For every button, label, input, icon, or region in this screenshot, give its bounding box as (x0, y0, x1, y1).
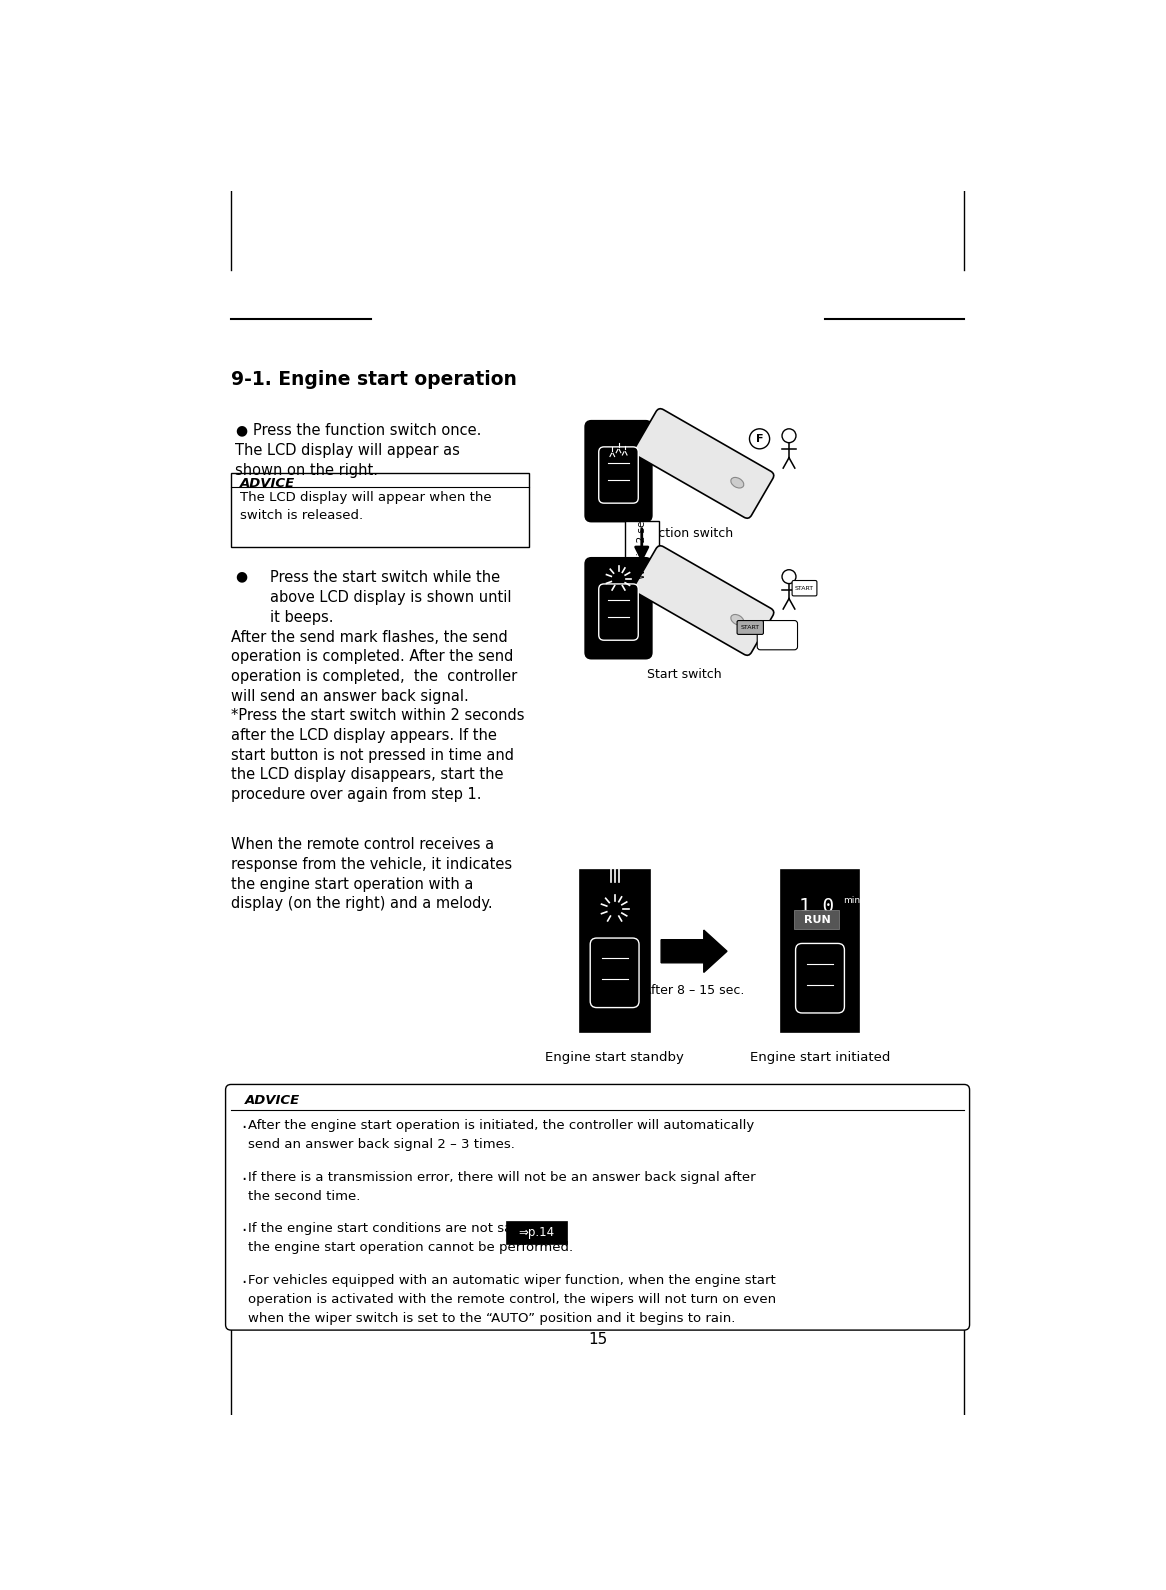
Text: 15: 15 (588, 1332, 607, 1347)
FancyBboxPatch shape (633, 409, 774, 518)
FancyBboxPatch shape (506, 1221, 568, 1243)
FancyBboxPatch shape (794, 911, 838, 929)
Text: ·: · (241, 1223, 246, 1240)
Text: switch is released.: switch is released. (240, 509, 364, 522)
Text: 1 0: 1 0 (799, 897, 835, 916)
Text: start button is not pressed in time and: start button is not pressed in time and (231, 747, 514, 763)
Text: When the remote control receives a: When the remote control receives a (231, 838, 494, 852)
FancyBboxPatch shape (795, 943, 844, 1013)
Text: it beeps.: it beeps. (269, 609, 333, 625)
FancyBboxPatch shape (231, 474, 529, 547)
Text: when the wiper switch is set to the “AUTO” position and it begins to rain.: when the wiper switch is set to the “AUT… (248, 1312, 736, 1324)
Text: Engine start standby: Engine start standby (546, 1051, 684, 1064)
Text: The LCD display will appear when the: The LCD display will appear when the (240, 491, 492, 504)
FancyBboxPatch shape (585, 421, 652, 522)
Text: operation is activated with the remote control, the wipers will not turn on even: operation is activated with the remote c… (248, 1293, 777, 1305)
Text: ·: · (241, 1274, 246, 1293)
FancyBboxPatch shape (633, 545, 774, 655)
Circle shape (750, 429, 770, 448)
FancyBboxPatch shape (598, 584, 638, 641)
FancyArrow shape (661, 930, 726, 973)
Text: The LCD display will appear as: The LCD display will appear as (234, 444, 459, 458)
Text: Engine start initiated: Engine start initiated (750, 1051, 890, 1064)
Text: ·: · (241, 1170, 246, 1189)
Text: operation is completed,  the  controller: operation is completed, the controller (231, 669, 518, 684)
FancyBboxPatch shape (225, 1084, 970, 1331)
Text: after the LCD display appears. If the: after the LCD display appears. If the (231, 728, 497, 743)
Text: For vehicles equipped with an automatic wiper function, when the engine start: For vehicles equipped with an automatic … (248, 1274, 775, 1286)
Text: the engine start operation with a: the engine start operation with a (231, 876, 473, 892)
FancyBboxPatch shape (585, 558, 652, 658)
Text: If there is a transmission error, there will not be an answer back signal after: If there is a transmission error, there … (248, 1170, 756, 1183)
Text: ADVICE: ADVICE (245, 1094, 300, 1107)
Ellipse shape (731, 477, 744, 488)
Text: ●: ● (234, 423, 247, 437)
Text: above LCD display is shown until: above LCD display is shown until (269, 590, 511, 604)
Text: the LCD display disappears, start the: the LCD display disappears, start the (231, 768, 504, 782)
Text: If the engine start conditions are not satisfied,: If the engine start conditions are not s… (248, 1223, 557, 1235)
Text: Start switch: Start switch (647, 668, 722, 681)
Text: the engine start operation cannot be performed.: the engine start operation cannot be per… (248, 1242, 574, 1255)
Text: START: START (740, 625, 760, 630)
Text: ADVICE: ADVICE (240, 477, 295, 490)
FancyBboxPatch shape (792, 580, 817, 596)
Text: ·: · (241, 1119, 246, 1137)
Text: response from the vehicle, it indicates: response from the vehicle, it indicates (231, 857, 512, 871)
Bar (625, 522, 659, 569)
Text: Press the function switch once.: Press the function switch once. (253, 423, 482, 439)
Text: 9-1. Engine start operation: 9-1. Engine start operation (231, 369, 517, 388)
FancyBboxPatch shape (757, 620, 798, 650)
Text: Function switch: Function switch (635, 526, 733, 539)
FancyBboxPatch shape (580, 870, 649, 1032)
Text: send an answer back signal 2 – 3 times.: send an answer back signal 2 – 3 times. (248, 1138, 515, 1151)
Text: ⇒p.14: ⇒p.14 (519, 1226, 555, 1239)
Text: ●: ● (234, 569, 247, 584)
Text: min: min (843, 895, 861, 905)
Text: Within 2 sec.: Within 2 sec. (637, 512, 647, 579)
Text: After 8 – 15 sec.: After 8 – 15 sec. (642, 984, 744, 997)
Text: START: START (795, 585, 814, 591)
Text: After the engine start operation is initiated, the controller will automatically: After the engine start operation is init… (248, 1119, 754, 1132)
Text: operation is completed. After the send: operation is completed. After the send (231, 649, 513, 665)
FancyBboxPatch shape (590, 938, 639, 1008)
Text: shown on the right.: shown on the right. (234, 463, 378, 479)
Text: procedure over again from step 1.: procedure over again from step 1. (231, 787, 482, 801)
Ellipse shape (731, 614, 744, 625)
FancyBboxPatch shape (598, 447, 638, 502)
Text: display (on the right) and a melody.: display (on the right) and a melody. (231, 897, 492, 911)
FancyBboxPatch shape (781, 870, 858, 1032)
FancyBboxPatch shape (737, 620, 764, 634)
Text: the second time.: the second time. (248, 1189, 360, 1202)
Circle shape (782, 429, 796, 442)
Text: After the send mark flashes, the send: After the send mark flashes, the send (231, 630, 507, 646)
Text: F: F (756, 434, 764, 444)
Text: will send an answer back signal.: will send an answer back signal. (231, 688, 469, 704)
Text: Press the start switch while the: Press the start switch while the (269, 569, 500, 585)
Circle shape (782, 569, 796, 584)
Text: *Press the start switch within 2 seconds: *Press the start switch within 2 seconds (231, 708, 525, 723)
Text: RUN: RUN (803, 914, 830, 925)
